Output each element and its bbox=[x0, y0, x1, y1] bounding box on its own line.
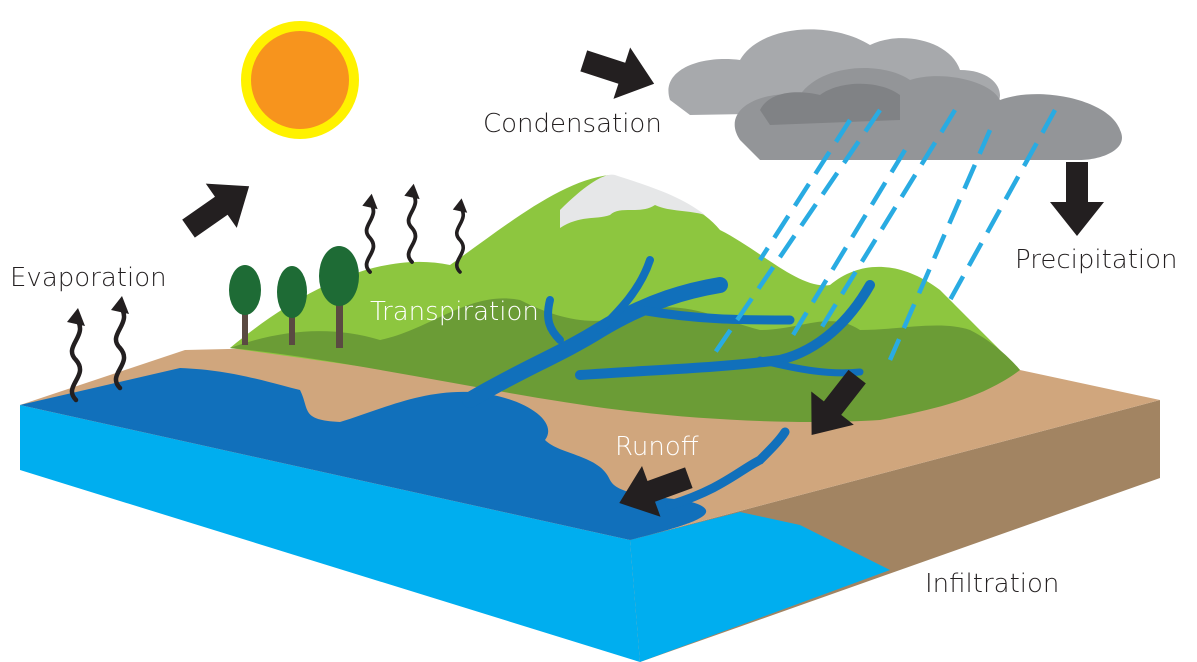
label: Infiltration bbox=[925, 569, 1059, 599]
water-cycle-diagram: Evaporation Condensation Precipitation T… bbox=[0, 0, 1197, 662]
label: Precipitation bbox=[1015, 245, 1178, 275]
label: Transpiration bbox=[370, 297, 539, 327]
label: Condensation bbox=[483, 109, 662, 139]
trees bbox=[229, 246, 359, 348]
clouds bbox=[668, 29, 1122, 160]
label: Evaporation bbox=[10, 263, 167, 293]
page: Evaporation Condensation Precipitation T… bbox=[0, 0, 1197, 662]
label: Runoff bbox=[615, 432, 699, 462]
sun bbox=[246, 26, 354, 134]
